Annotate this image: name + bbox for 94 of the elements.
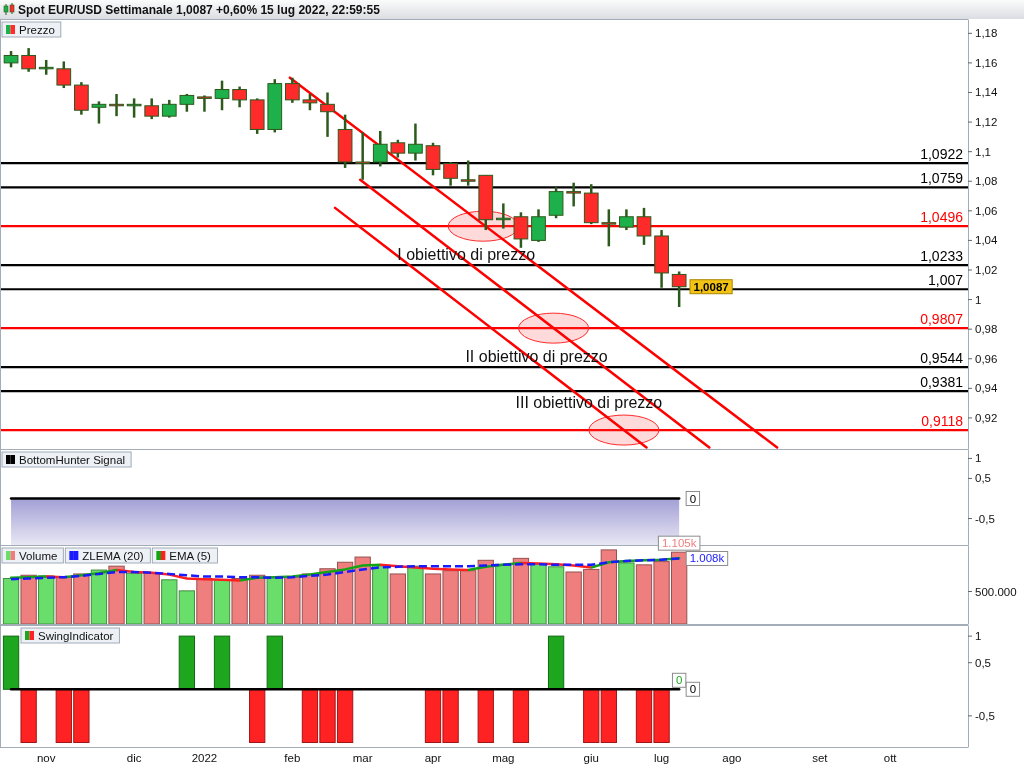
y-tick-label: 0,98 <box>975 323 998 336</box>
y-tick-label: 0,92 <box>975 411 998 424</box>
x-tick-label: dic <box>126 752 142 764</box>
candlestick <box>214 79 230 112</box>
candlestick <box>21 46 36 74</box>
bar <box>213 579 231 624</box>
y-tick-label: 1,16 <box>975 56 998 69</box>
bar <box>38 575 55 624</box>
bar <box>20 574 37 624</box>
chart-title: Spot EUR/USD Settimanale 1,0087 +0,60% 15 lug 2022, 22:59:55 <box>18 2 381 17</box>
y-tick-label: 1 <box>975 293 982 306</box>
y-tick-label: -0,5 <box>975 709 995 722</box>
y-tick-label: 1,02 <box>975 264 998 276</box>
data-label: 0 <box>675 674 683 687</box>
legend-label: EMA (5) <box>169 549 212 562</box>
bar <box>495 563 512 624</box>
candlestick <box>566 181 582 208</box>
x-tick-label: mag <box>492 752 515 764</box>
bar <box>512 557 530 624</box>
y-tick-label: 1,08 <box>975 175 998 188</box>
y-tick-label: 1 <box>975 630 982 643</box>
legend-label: ZLEMA (20) <box>82 549 144 562</box>
bar <box>108 565 125 624</box>
candlestick <box>671 270 687 309</box>
y-tick-label: 1,06 <box>975 204 998 217</box>
y-tick-label: 1,1 <box>975 145 991 158</box>
ref-line-label: 1,0233 <box>920 248 964 265</box>
data-label: 1.105k <box>661 537 697 550</box>
candlestick <box>56 60 72 90</box>
candlestick <box>144 97 160 121</box>
bar <box>618 562 635 624</box>
candlestick <box>513 211 529 250</box>
ref-line-label: 1,0759 <box>920 170 964 187</box>
ref-line-label: 0,9807 <box>920 311 964 328</box>
candlestick <box>408 122 423 162</box>
x-tick-label: set <box>812 752 829 764</box>
candlestick <box>443 160 458 187</box>
bar <box>372 565 389 624</box>
legend-label: BottomHunter Signal <box>19 453 126 466</box>
candlestick <box>372 129 388 168</box>
x-tick-label: ago <box>722 752 742 764</box>
y-tick-label: 1,14 <box>975 86 998 99</box>
y-tick-label: -0,5 <box>975 512 995 525</box>
candlestick <box>232 85 247 109</box>
candlestick <box>636 206 652 247</box>
bar <box>266 576 283 624</box>
candlestick <box>197 94 212 113</box>
y-tick-label: 1 <box>975 452 982 465</box>
data-label: 1.008k <box>689 552 725 565</box>
x-tick-label: 2022 <box>191 752 218 764</box>
candlestick <box>91 100 107 125</box>
bar <box>125 572 143 624</box>
ref-line-label: 1,0496 <box>920 209 964 226</box>
legend-label: Prezzo <box>19 23 55 36</box>
legend-label: SwingIndicator <box>38 629 114 642</box>
bar <box>407 565 424 624</box>
y-tick-label: 1,04 <box>975 234 998 247</box>
bar <box>90 569 108 624</box>
x-tick-label: lug <box>653 752 670 764</box>
x-tick-label: giu <box>583 752 599 764</box>
y-tick-label: 500.000 <box>975 585 1017 598</box>
candlestick <box>548 185 564 220</box>
candlestick <box>425 141 441 177</box>
y-tick-label: 0,94 <box>975 382 998 395</box>
candlestick <box>285 76 300 105</box>
ref-line-label: 1,0922 <box>920 146 964 163</box>
ref-line-label: 0,9544 <box>920 350 964 367</box>
ref-line-label: 0,9381 <box>920 374 964 391</box>
legend-label: Volume <box>19 549 58 562</box>
x-tick-label: feb <box>284 752 301 764</box>
y-tick-label: 1,18 <box>975 27 998 40</box>
x-tick-label: nov <box>36 752 56 764</box>
text: 1,0087 <box>693 280 729 293</box>
y-tick-label: 1,12 <box>975 116 998 129</box>
candlestick <box>355 131 371 182</box>
candlestick <box>460 159 476 187</box>
candlestick <box>531 208 546 244</box>
x-tick-label: mar <box>352 752 373 764</box>
bar <box>143 572 160 624</box>
x-tick-label: ott <box>883 752 898 764</box>
bar <box>389 573 406 624</box>
y-tick-label: 0,96 <box>975 352 998 365</box>
data-label: 0 <box>689 683 697 696</box>
y-tick-label: 0,5 <box>975 656 991 669</box>
x-tick-label: apr <box>424 752 442 764</box>
y-tick-label: 0,5 <box>975 472 991 485</box>
candlestick <box>320 91 335 139</box>
candlestick <box>601 208 617 248</box>
data-label: 0 <box>689 492 697 505</box>
ref-line-label: 1,007 <box>927 272 964 289</box>
bar <box>196 578 213 624</box>
bar <box>2 578 20 624</box>
candlestick <box>619 208 634 232</box>
ref-line-label: 0,9118 <box>921 413 964 430</box>
